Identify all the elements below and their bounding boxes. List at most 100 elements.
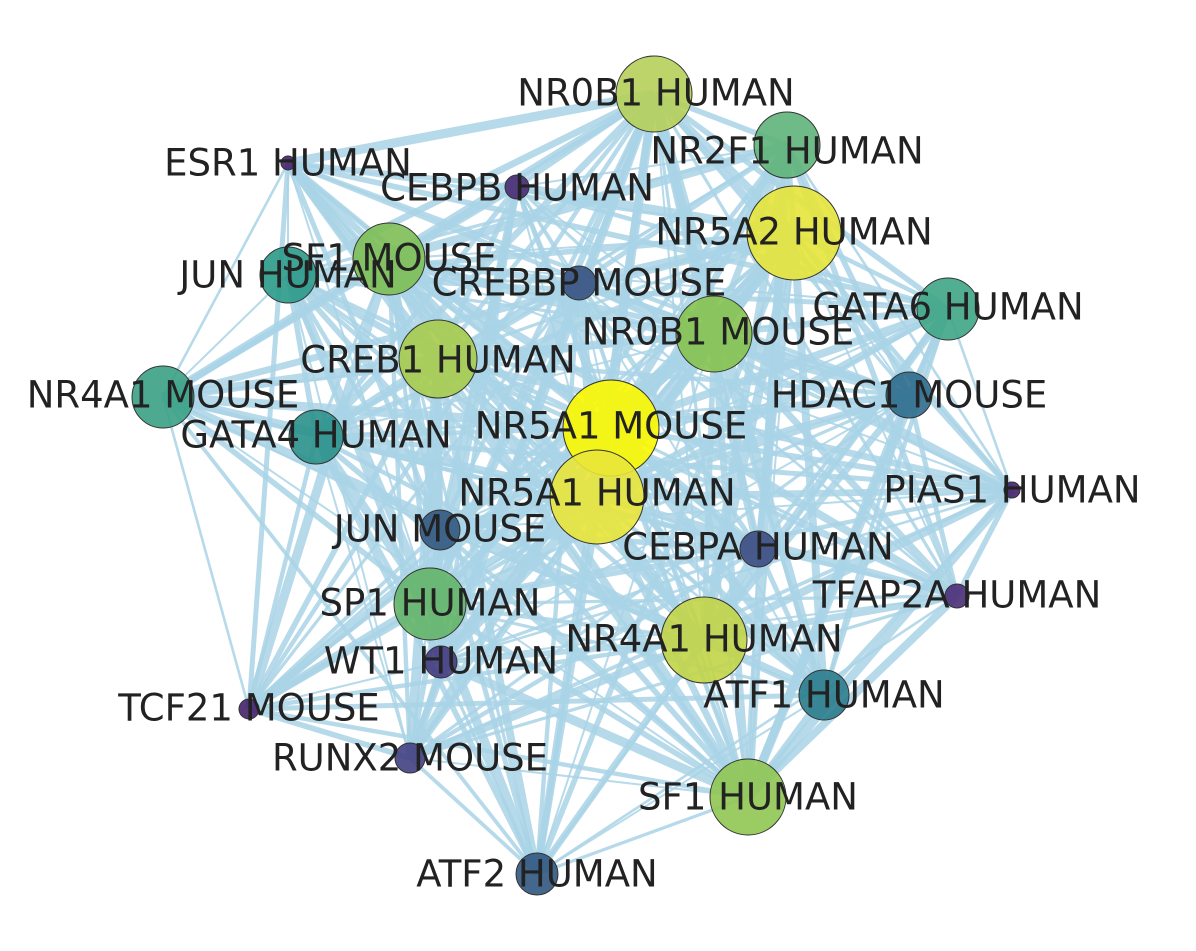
node-label: JUN MOUSE [332,508,546,551]
node [561,265,597,301]
edge [437,356,910,398]
node-label: CREBBP MOUSE [432,262,727,305]
node [885,371,933,419]
node [739,530,777,568]
node [549,449,645,545]
node-label: SP1 HUMAN [320,582,541,625]
node [798,669,850,721]
node-label: CEBPB HUMAN [380,167,654,210]
edge [440,637,705,665]
edge [757,548,958,597]
edge [744,393,913,799]
node [424,645,458,679]
edge [711,333,827,696]
node [352,222,426,296]
node-label: SF1 HUMAN [638,776,858,819]
edge [792,231,1014,492]
node-label: TFAP2A HUMAN [812,574,1102,617]
edge [610,425,1013,493]
node [660,596,748,684]
edge [651,92,1015,492]
edge [577,282,750,798]
node-label: NR5A1 HUMAN [458,472,735,515]
edge [596,493,958,600]
edge [516,186,715,335]
node [709,758,787,836]
node [675,295,753,373]
edge [246,436,319,710]
edge [287,274,411,759]
edge [946,308,1014,491]
edge [437,355,1013,494]
node [419,509,461,551]
edge [386,255,960,600]
node-label: RUNX2 MOUSE [272,737,548,780]
edge [610,426,958,598]
edge [162,392,612,433]
node-label: NR2F1 HUMAN [650,130,923,173]
edge [596,486,1013,501]
node [259,246,317,304]
edge [315,434,1013,493]
node [746,185,842,281]
node-label: TCF21 MOUSE [117,687,379,730]
edge [405,358,443,759]
edge [248,706,411,761]
edge [161,395,539,876]
edge [822,394,911,696]
node-label: ESR1 HUMAN [164,142,412,185]
node [615,55,693,133]
edge [408,756,539,876]
edge [248,661,442,710]
node-label: NR4A1 MOUSE [27,374,300,417]
node [1003,481,1021,499]
edge [429,601,705,643]
node-label: WT1 HUMAN [324,640,558,683]
edge [314,435,706,642]
edge [747,548,759,798]
node-label: SF1 MOUSE [281,237,496,280]
edge [287,89,655,168]
edge [248,706,749,800]
node-label: NR0B1 MOUSE [582,311,855,354]
edge [244,257,394,711]
node [280,155,296,171]
edge [287,273,715,336]
edge [744,487,1016,800]
edge [409,757,749,798]
edge [388,258,949,310]
node-label: NR4A1 HUMAN [565,618,842,661]
node [398,319,478,399]
edge [408,636,706,762]
edge [784,143,912,397]
edge [161,162,290,398]
edge [516,144,788,188]
edge [315,333,715,438]
edge [161,257,391,399]
node [515,852,559,896]
edge [607,425,828,698]
node-label: GATA4 HUMAN [180,414,451,457]
node-label: NR0B1 HUMAN [517,72,794,115]
edge [536,594,958,876]
node-label: CREB1 HUMAN [300,339,575,382]
node-label: ATF2 HUMAN [416,853,657,896]
edge [610,391,910,432]
edge [534,638,707,876]
node-label: NR5A2 HUMAN [655,211,932,254]
node-label: GATA6 HUMAN [812,286,1083,329]
edge [247,528,442,711]
node-label: NR5A1 MOUSE [475,405,748,448]
node [753,111,821,179]
node [916,277,980,341]
edge [745,593,960,800]
edge [248,692,825,712]
node-label: JUN HUMAN [177,254,396,297]
edge [429,546,759,607]
edge [440,488,1013,664]
edge [595,495,826,697]
node [504,174,530,200]
nodes [131,55,1021,896]
